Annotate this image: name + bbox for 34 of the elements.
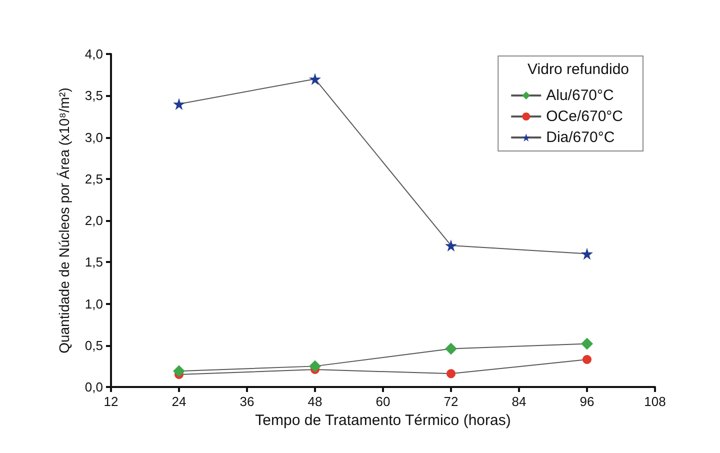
point — [582, 355, 592, 364]
point — [581, 248, 593, 260]
legend-title: Vidro refundido — [528, 61, 630, 78]
point — [309, 72, 321, 85]
x-tick-label: 84 — [512, 394, 526, 409]
point — [581, 338, 593, 350]
point — [173, 365, 185, 378]
point — [445, 342, 457, 355]
point — [173, 98, 185, 110]
x-tick-label: 12 — [104, 394, 118, 409]
legend-label: Dia/670°C — [546, 129, 615, 146]
y-tick-label: 0,0 — [84, 380, 103, 394]
y-tick-label: 3,5 — [84, 88, 103, 104]
legend-label: Alu/670°C — [546, 87, 614, 104]
y-tick-label: 2,5 — [84, 171, 103, 186]
point — [445, 239, 457, 252]
x-tick-label: 24 — [172, 394, 186, 409]
y-axis-title: Quantidade de Núcleos por Área (x10⁸/m²) — [56, 88, 72, 354]
x-tick-label: 36 — [240, 394, 254, 409]
x-tick-label: 48 — [308, 394, 322, 409]
y-tick-label: 1,0 — [84, 296, 103, 312]
x-tick-label: 60 — [376, 394, 390, 409]
y-tick-label: 0,5 — [84, 338, 103, 353]
x-tick-label: 72 — [444, 394, 458, 409]
legend-label: OCe/670°C — [546, 108, 624, 125]
point — [309, 360, 321, 372]
x-tick-label: 96 — [580, 394, 594, 409]
y-tick-label: 2,0 — [84, 213, 103, 228]
y-tick-label: 3,0 — [84, 130, 103, 145]
x-tick-label: 108 — [644, 394, 666, 409]
point — [446, 369, 456, 378]
y-tick-label: 4,0 — [84, 46, 103, 62]
y-tick-label: 1,5 — [84, 254, 103, 270]
x-axis-title: Tempo de Tratamento Térmico (horas) — [255, 412, 511, 429]
